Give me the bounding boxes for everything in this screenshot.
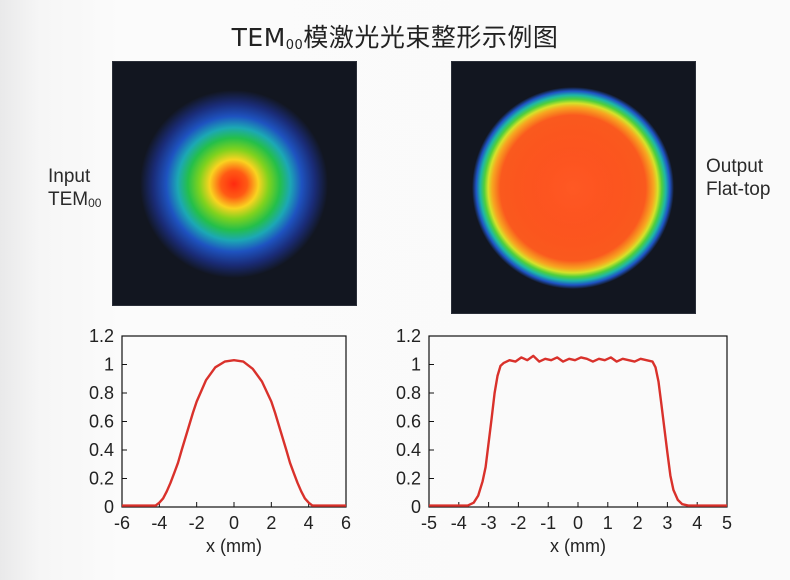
x-tick-label: 3 [662, 513, 672, 533]
y-tick-label: 1 [104, 355, 114, 375]
y-tick-label: 1.2 [396, 326, 421, 346]
profile-curve [429, 354, 727, 507]
y-tick-label: 0.4 [396, 440, 421, 460]
x-tick-label: 4 [692, 513, 702, 533]
x-tick-label: 1 [603, 513, 613, 533]
x-tick-label: 0 [573, 513, 583, 533]
x-tick-label: -1 [540, 513, 556, 533]
output-profile-chart: 00.20.40.60.811.2-5 -4 -3 -2 -1 0 1 2 3 4 5x (mm) [396, 326, 732, 556]
input-beam-image [112, 61, 357, 306]
input-profile-chart: 0 0.2 0.4 0.6 0.8 1 1.2 -6 -4 -2 0 2 4 6 x (mm) [89, 326, 351, 556]
x-tick-label: -4 [451, 513, 467, 533]
x-tick-label: 5 [722, 513, 732, 533]
input-label: Input TEM00 [48, 166, 102, 210]
x-tick-label: -5 [421, 513, 437, 533]
y-tick-label: 0.6 [89, 412, 114, 432]
y-tick-label: 0 [104, 497, 114, 517]
x-tick-label: -4 [151, 513, 167, 533]
x-tick-label: -2 [510, 513, 526, 533]
x-tick-label: 6 [341, 513, 351, 533]
figure-title: TEM00模激光光束整形示例图 [231, 23, 559, 53]
y-tick-label: 0.6 [396, 412, 421, 432]
x-tick-label: -2 [189, 513, 205, 533]
x-tick-label: 4 [304, 513, 314, 533]
output-label: Output Flat-top [706, 156, 771, 200]
y-tick-label: 0.8 [89, 383, 114, 403]
x-tick-label: 0 [229, 513, 239, 533]
plot-frame [121, 335, 347, 508]
x-tick-label: 2 [633, 513, 643, 533]
plot-frame [428, 335, 728, 508]
y-tick-label: 0 [411, 497, 421, 517]
x-axis-label: x (mm) [206, 536, 262, 556]
y-tick-label: 0.2 [89, 469, 114, 489]
y-tick-label: 1 [411, 355, 421, 375]
profile-curve [122, 359, 346, 507]
x-tick-label: -3 [481, 513, 497, 533]
y-tick-label: 1.2 [89, 326, 114, 346]
y-tick-label: 0.8 [396, 383, 421, 403]
output-beam-image [451, 61, 696, 314]
x-tick-label: 2 [266, 513, 276, 533]
x-axis-label: x (mm) [550, 536, 606, 556]
y-tick-label: 0.4 [89, 440, 114, 460]
x-tick-label: -6 [114, 513, 130, 533]
y-tick-label: 0.2 [396, 469, 421, 489]
